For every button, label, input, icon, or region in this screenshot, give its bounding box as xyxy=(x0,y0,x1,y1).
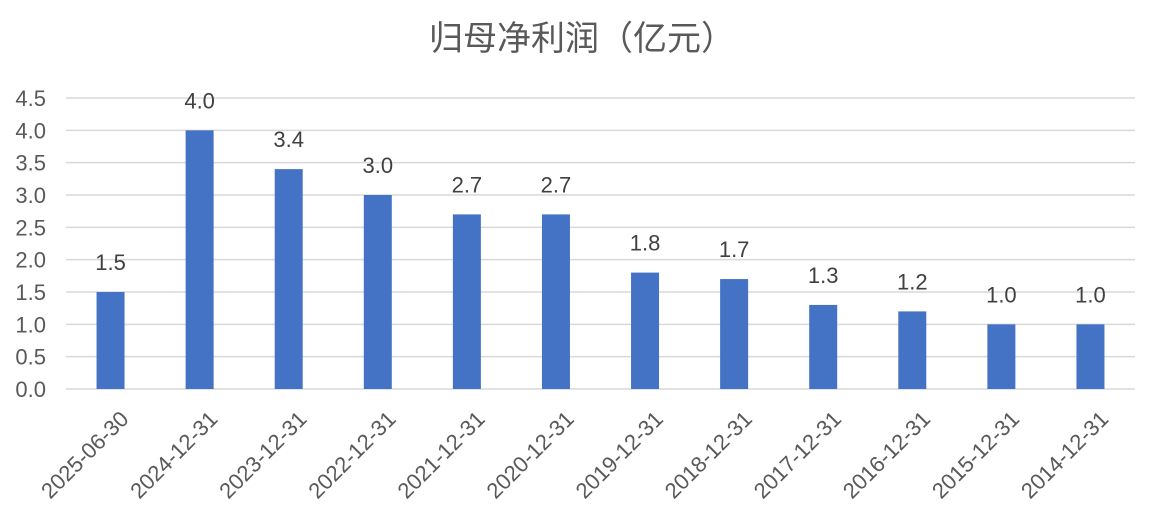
x-tick-label: 2021-12-31 xyxy=(392,406,489,503)
x-tick-label: 2018-12-31 xyxy=(660,406,757,503)
data-label: 4.0 xyxy=(184,88,215,113)
bar xyxy=(363,195,392,389)
data-label: 3.0 xyxy=(362,153,393,178)
y-axis-ticks: 0.0 0.5 1.0 1.5 2.0 2.5 3.0 3.5 4.0 4.5 xyxy=(15,86,46,402)
x-tick-label: 2017-12-31 xyxy=(749,406,846,503)
x-tick-label: 2020-12-31 xyxy=(482,406,579,503)
bar xyxy=(720,279,749,389)
bar xyxy=(898,311,927,389)
data-label: 1.3 xyxy=(808,263,839,288)
y-tick-label: 1.5 xyxy=(15,280,46,305)
bar xyxy=(185,130,214,390)
data-label: 1.8 xyxy=(630,231,661,256)
bar xyxy=(274,169,303,389)
x-tick-label: 2025-06-30 xyxy=(36,406,133,503)
x-tick-label: 2014-12-31 xyxy=(1016,406,1113,503)
bar xyxy=(541,214,570,389)
y-tick-label: 2.5 xyxy=(15,215,46,240)
gridlines xyxy=(66,97,1135,390)
x-tick-label: 2023-12-31 xyxy=(214,406,311,503)
bar xyxy=(631,272,660,389)
bar xyxy=(452,214,481,389)
data-label: 1.5 xyxy=(95,250,126,275)
y-tick-label: 1.0 xyxy=(15,312,46,337)
y-tick-label: 2.0 xyxy=(15,248,46,273)
data-label: 1.2 xyxy=(897,269,928,294)
bar xyxy=(987,324,1016,389)
data-label: 1.7 xyxy=(719,237,750,262)
x-axis-ticks: 2025-06-302024-12-312023-12-312022-12-31… xyxy=(36,406,1113,503)
x-tick-label: 2016-12-31 xyxy=(838,406,935,503)
y-tick-label: 4.5 xyxy=(15,86,46,111)
y-tick-label: 3.5 xyxy=(15,151,46,176)
bar xyxy=(96,292,125,389)
data-label: 1.0 xyxy=(1075,282,1106,307)
x-tick-label: 2022-12-31 xyxy=(303,406,400,503)
bar xyxy=(809,304,838,389)
bar xyxy=(1076,324,1105,389)
y-tick-label: 0.0 xyxy=(15,377,46,402)
chart-title: 归母净利润（亿元） xyxy=(429,19,735,59)
data-labels: 1.5 4.0 3.4 3.0 2.7 2.7 1.8 1.7 1.3 1.2 1.0 1.0 xyxy=(95,88,1106,307)
data-label: 2.7 xyxy=(541,172,572,197)
data-label: 2.7 xyxy=(452,172,483,197)
y-tick-label: 3.0 xyxy=(15,183,46,208)
x-tick-label: 2019-12-31 xyxy=(571,406,668,503)
bars xyxy=(96,130,1105,390)
y-tick-label: 4.0 xyxy=(15,118,46,143)
data-label: 3.4 xyxy=(273,127,304,152)
x-tick-label: 2015-12-31 xyxy=(927,406,1024,503)
x-tick-label: 2024-12-31 xyxy=(125,406,222,503)
data-label: 1.0 xyxy=(986,282,1017,307)
y-tick-label: 0.5 xyxy=(15,345,46,370)
